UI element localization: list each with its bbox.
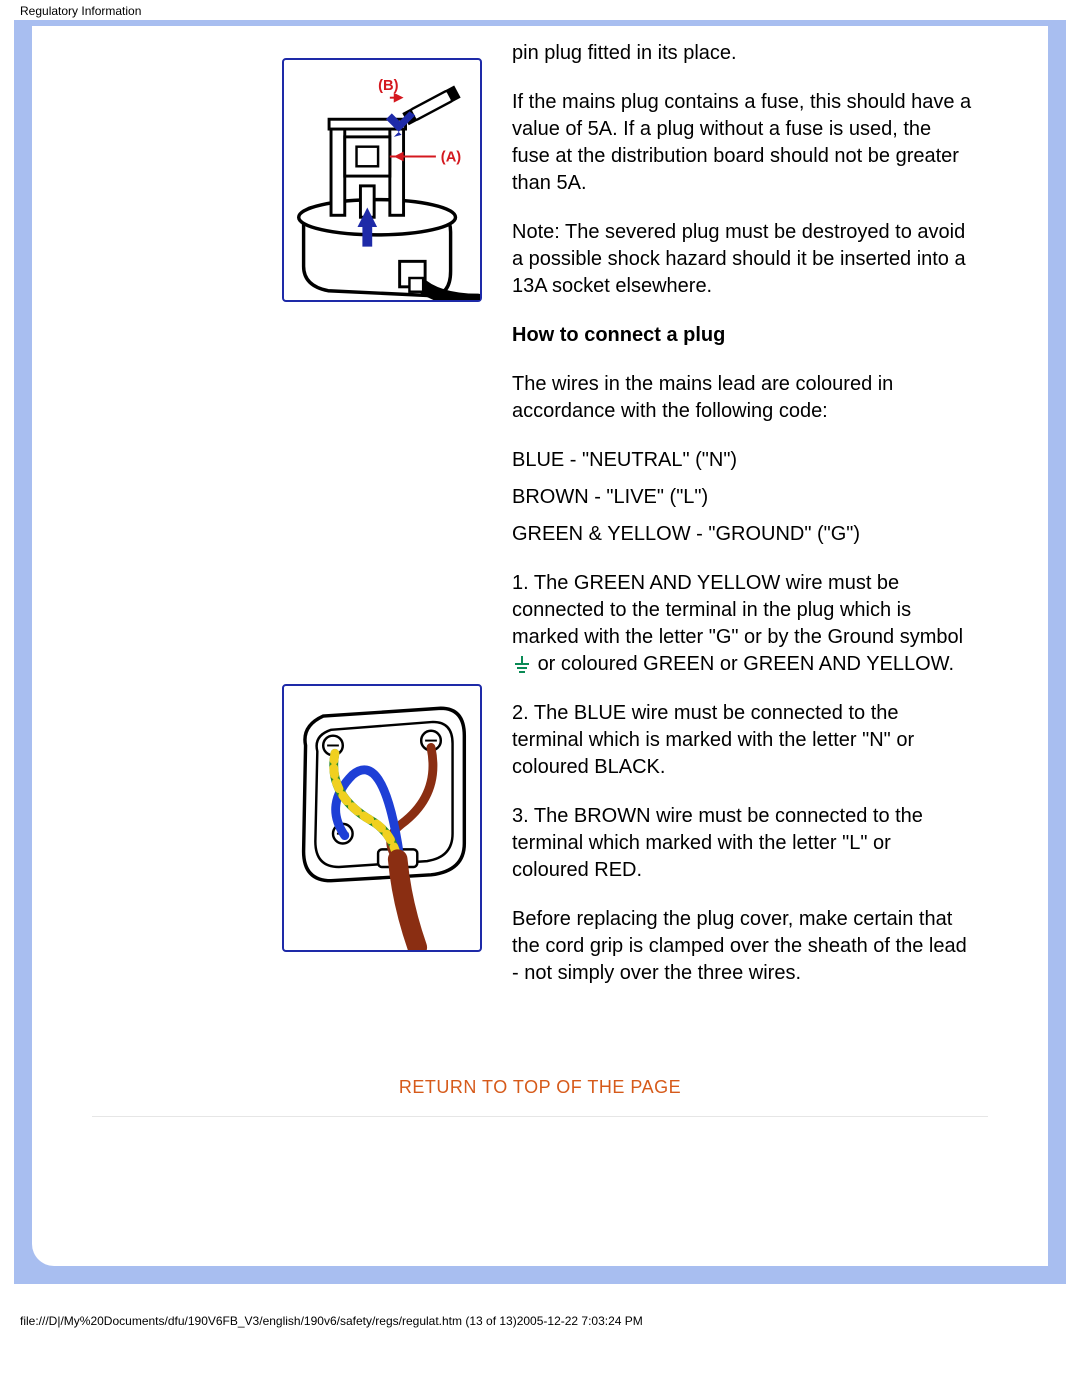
figure1-label-b: (B) <box>378 78 398 94</box>
para-step3: 3. The BROWN wire must be connected to t… <box>512 803 972 884</box>
footer-file-path: file:///D|/My%20Documents/dfu/190V6FB_V3… <box>0 1284 1080 1328</box>
step1-part-a: 1. The GREEN AND YELLOW wire must be con… <box>512 572 963 648</box>
figure-plug-fuse: (A) (B) <box>282 58 482 302</box>
divider <box>92 1116 988 1117</box>
outer-frame: (A) (B) <box>14 20 1066 1284</box>
para-fuse-value: If the mains plug contains a fuse, this … <box>512 89 972 197</box>
figure-plug-wiring <box>282 684 482 952</box>
para-wire-code-intro: The wires in the mains lead are coloured… <box>512 371 972 425</box>
para-pin-plug: pin plug fitted in its place. <box>512 40 972 67</box>
subheading-connect-plug: How to connect a plug <box>512 322 972 349</box>
figure1-label-a: (A) <box>441 149 461 165</box>
text-column: pin plug fitted in its place. If the mai… <box>512 40 972 987</box>
para-step1: 1. The GREEN AND YELLOW wire must be con… <box>512 570 972 678</box>
para-note-destroy: Note: The severed plug must be destroyed… <box>512 219 972 300</box>
return-to-top-link[interactable]: RETURN TO TOP OF THE PAGE <box>72 1077 1008 1098</box>
page-header-label: Regulatory Information <box>0 0 1080 20</box>
page-body: (A) (B) <box>32 26 1048 1266</box>
code-blue: BLUE - "NEUTRAL" ("N") <box>512 447 972 474</box>
code-brown: BROWN - "LIVE" ("L") <box>512 484 972 511</box>
para-step2: 2. The BLUE wire must be connected to th… <box>512 700 972 781</box>
ground-icon <box>514 656 530 674</box>
code-green: GREEN & YELLOW - "GROUND" ("G") <box>512 521 972 548</box>
para-closing: Before replacing the plug cover, make ce… <box>512 906 972 987</box>
step1-part-b: or coloured GREEN or GREEN AND YELLOW. <box>538 653 954 675</box>
